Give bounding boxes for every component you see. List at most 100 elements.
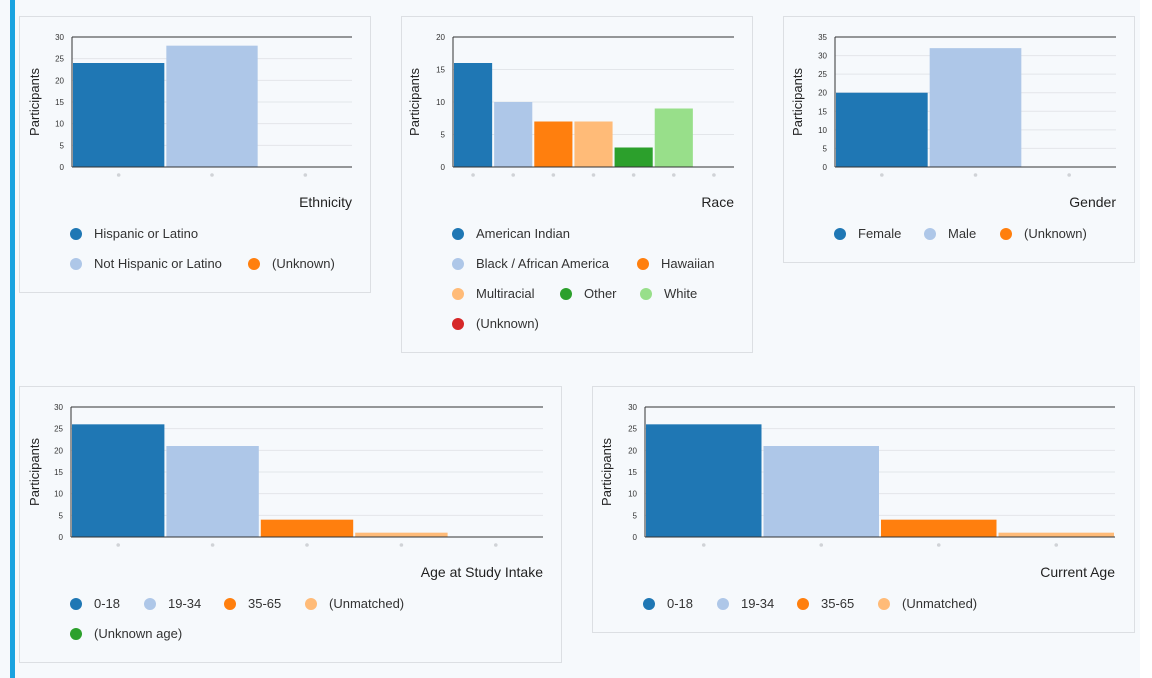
- legend-swatch-icon: [924, 227, 936, 240]
- legend-label: Multiracial: [476, 286, 535, 301]
- legend-swatch-icon: [797, 597, 809, 610]
- bar-19-34[interactable]: [166, 446, 259, 537]
- legend-item[interactable]: Male: [924, 226, 976, 241]
- legend-item[interactable]: (Unknown): [248, 256, 335, 271]
- bar-white[interactable]: [654, 108, 693, 168]
- bar-hispanic-or-latino[interactable]: [73, 63, 165, 167]
- x-tick-marker: [701, 543, 706, 547]
- bar-multiracial[interactable]: [574, 121, 613, 168]
- y-tick-label: 0: [441, 163, 446, 172]
- legend-item[interactable]: Other: [560, 286, 617, 301]
- legend-label: Not Hispanic or Latino: [94, 256, 222, 271]
- legend-item[interactable]: 19-34: [144, 596, 201, 611]
- legend-item[interactable]: (Unknown): [1000, 226, 1087, 241]
- bar-0-18[interactable]: [72, 424, 165, 537]
- legend-item[interactable]: (Unknown age): [70, 626, 182, 641]
- legend-swatch-icon: [144, 597, 156, 610]
- legend-item[interactable]: Not Hispanic or Latino: [70, 256, 222, 271]
- bar-35-65[interactable]: [260, 519, 354, 537]
- race-chart-card: 0 5 10 15 20 Participants Race American Indian…: [401, 16, 753, 353]
- legend-label: 19-34: [741, 596, 775, 611]
- y-tick-label: 10: [818, 126, 827, 135]
- y-tick-label: 20: [436, 33, 445, 42]
- bar-35-65[interactable]: [881, 519, 997, 537]
- y-tick-label: 20: [628, 446, 637, 455]
- current-age-chart-card: 0 5 10 15 20 25 30 Participants Current Age 0-18…: [592, 386, 1135, 633]
- ethnicity-chart-card: 0 5 10 15 20 25 30 Participants Ethnicity Hispan…: [19, 16, 371, 293]
- y-tick-label: 20: [55, 76, 64, 85]
- age-at-intake-chart-card: 0 5 10 15 20 25 30 Participants Age at Study Int…: [19, 386, 562, 663]
- bar-other[interactable]: [614, 147, 653, 168]
- legend-item[interactable]: American Indian: [452, 226, 570, 241]
- y-axis-title: Participants: [599, 438, 614, 506]
- y-axis-title: Participants: [27, 68, 42, 136]
- x-tick-marker: [631, 173, 636, 177]
- y-tick-label: 0: [823, 163, 828, 172]
- legend-swatch-icon: [70, 227, 82, 240]
- legend-label: (Unknown): [1024, 226, 1087, 241]
- legend-item[interactable]: 35-65: [224, 596, 281, 611]
- bar-american-indian[interactable]: [454, 63, 493, 167]
- legend-item[interactable]: 0-18: [70, 596, 120, 611]
- legend-swatch-icon: [643, 597, 655, 610]
- y-tick-label: 15: [54, 468, 63, 477]
- legend-label: Hawaiian: [661, 256, 715, 271]
- legend-swatch-icon: [452, 257, 464, 270]
- bar-unmatched[interactable]: [355, 532, 448, 537]
- bar-hawaiian[interactable]: [534, 121, 573, 168]
- legend-swatch-icon: [878, 597, 890, 610]
- x-axis-title: Race: [701, 194, 734, 210]
- y-tick-label: 5: [823, 144, 828, 153]
- legend-label: 0-18: [667, 596, 694, 611]
- legend-swatch-icon: [452, 287, 464, 300]
- bar-0-18[interactable]: [646, 424, 762, 537]
- legend-label: Male: [948, 226, 977, 241]
- legend-item[interactable]: Multiracial: [452, 286, 535, 301]
- x-axis-title: Ethnicity: [299, 194, 352, 210]
- x-axis-title: Age at Study Intake: [421, 564, 543, 580]
- legend-item[interactable]: 0-18: [643, 596, 693, 611]
- y-tick-label: 15: [55, 98, 64, 107]
- race-chart: 0 5 10 15 20 Participants Race: [407, 33, 734, 210]
- legend-item[interactable]: Hispanic or Latino: [70, 226, 198, 241]
- y-tick-label: 5: [633, 511, 638, 520]
- legend-item[interactable]: White: [640, 286, 697, 301]
- legend-item[interactable]: (Unknown): [452, 316, 539, 331]
- bar-19-34[interactable]: [763, 446, 880, 537]
- legend-swatch-icon: [70, 257, 82, 270]
- legend-label: Female: [858, 226, 902, 241]
- legend-item[interactable]: Black / African America: [452, 256, 609, 271]
- y-tick-label: 25: [54, 425, 63, 434]
- bar-unmatched[interactable]: [998, 532, 1115, 537]
- y-tick-label: 10: [54, 490, 63, 499]
- legend-label: 35-65: [821, 596, 855, 611]
- bar-male[interactable]: [929, 48, 1022, 168]
- ethnicity-chart: 0 5 10 15 20 25 30 Participants Ethnicity: [27, 33, 352, 210]
- legend-swatch-icon: [305, 597, 317, 610]
- bar-not-hispanic-or-latino[interactable]: [166, 45, 258, 167]
- legend-item[interactable]: 19-34: [717, 596, 774, 611]
- x-tick-marker: [591, 173, 596, 177]
- bar-black-african-america[interactable]: [494, 102, 533, 167]
- y-axis-title: Participants: [407, 68, 422, 136]
- legend-item[interactable]: (Unmatched): [305, 596, 404, 611]
- legend-swatch-icon: [70, 627, 82, 640]
- legend-item[interactable]: Hawaiian: [637, 256, 714, 271]
- y-tick-label: 0: [60, 163, 65, 172]
- x-tick-marker: [712, 173, 716, 177]
- legend-label: (Unmatched): [329, 596, 405, 611]
- legend-swatch-icon: [834, 227, 846, 240]
- legend-item[interactable]: Female: [834, 226, 901, 241]
- legend-item[interactable]: 35-65: [797, 596, 854, 611]
- y-tick-label: 15: [436, 66, 445, 75]
- gender-chart: 0 5 10 15 20 25 30 35 Participants Gender: [790, 33, 1116, 210]
- legend-label: (Unknown): [272, 256, 335, 271]
- legend-item[interactable]: (Unmatched): [878, 596, 977, 611]
- y-axis-title: Participants: [27, 438, 42, 506]
- age-at-intake-chart: 0 5 10 15 20 25 30 Participants Age at Study Int…: [27, 403, 543, 580]
- bar-female[interactable]: [836, 92, 928, 167]
- y-tick-label: 15: [628, 468, 637, 477]
- y-tick-label: 20: [818, 89, 827, 98]
- y-tick-label: 30: [54, 403, 63, 412]
- x-tick-marker: [973, 173, 978, 177]
